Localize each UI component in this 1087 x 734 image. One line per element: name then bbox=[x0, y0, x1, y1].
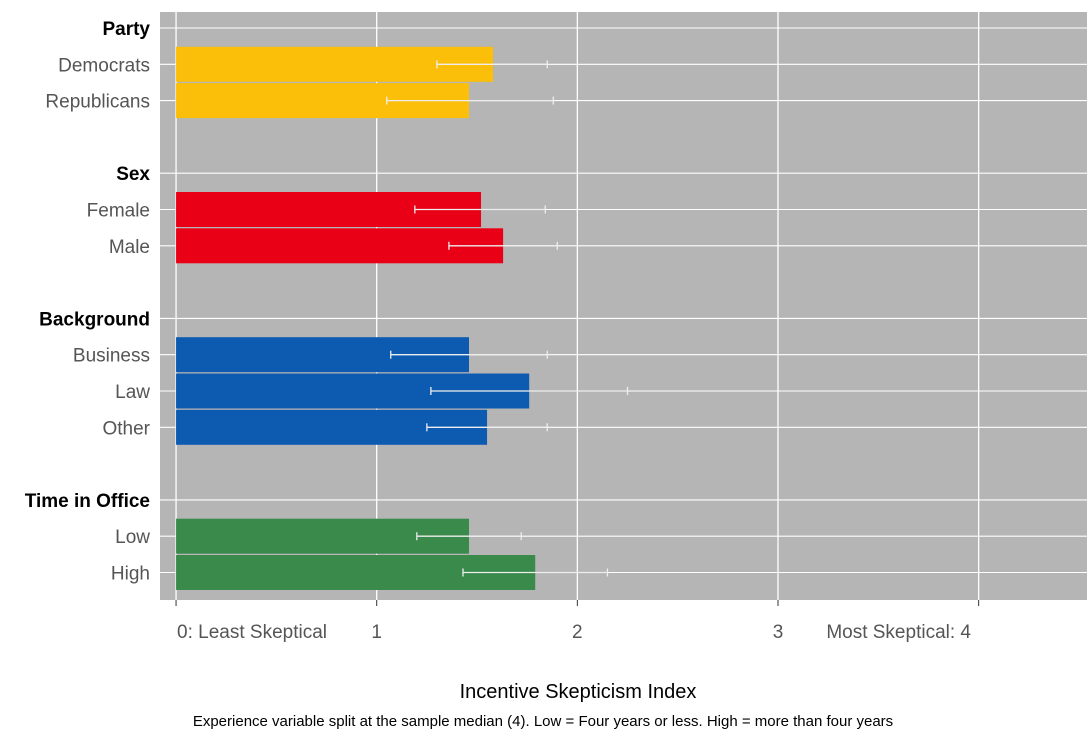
category-label: High bbox=[111, 564, 150, 585]
chart-caption: Experience variable split at the sample … bbox=[193, 713, 893, 730]
x-axis-title: Incentive Skepticism Index bbox=[460, 681, 697, 703]
group-label: Party bbox=[102, 19, 150, 40]
x-tick-label: 2 bbox=[572, 622, 583, 643]
x-tick-label: 1 bbox=[371, 622, 382, 643]
category-label: Other bbox=[102, 418, 150, 439]
group-label: Time in Office bbox=[25, 491, 150, 512]
error-bars bbox=[386, 60, 629, 577]
bar-series bbox=[176, 46, 536, 590]
category-label: Republicans bbox=[45, 92, 150, 113]
category-label: Female bbox=[87, 201, 150, 222]
category-label: Democrats bbox=[58, 55, 150, 76]
category-label: Low bbox=[115, 527, 150, 548]
category-label: Male bbox=[109, 237, 150, 258]
category-label: Law bbox=[115, 382, 150, 403]
x-tick-label: 3 bbox=[773, 622, 784, 643]
x-tick-label: Most Skeptical: 4 bbox=[826, 622, 971, 643]
group-label: Background bbox=[39, 309, 150, 330]
x-axis: 0: Least Skeptical 1 2 3 Most Skeptical: 4 bbox=[175, 600, 980, 643]
category-label: Business bbox=[73, 346, 150, 367]
x-tick-label: 0: Least Skeptical bbox=[177, 622, 327, 643]
category-labels: Party Democrats Republicans Sex Female Male Ba… bbox=[25, 19, 151, 585]
group-label: Sex bbox=[116, 164, 150, 185]
